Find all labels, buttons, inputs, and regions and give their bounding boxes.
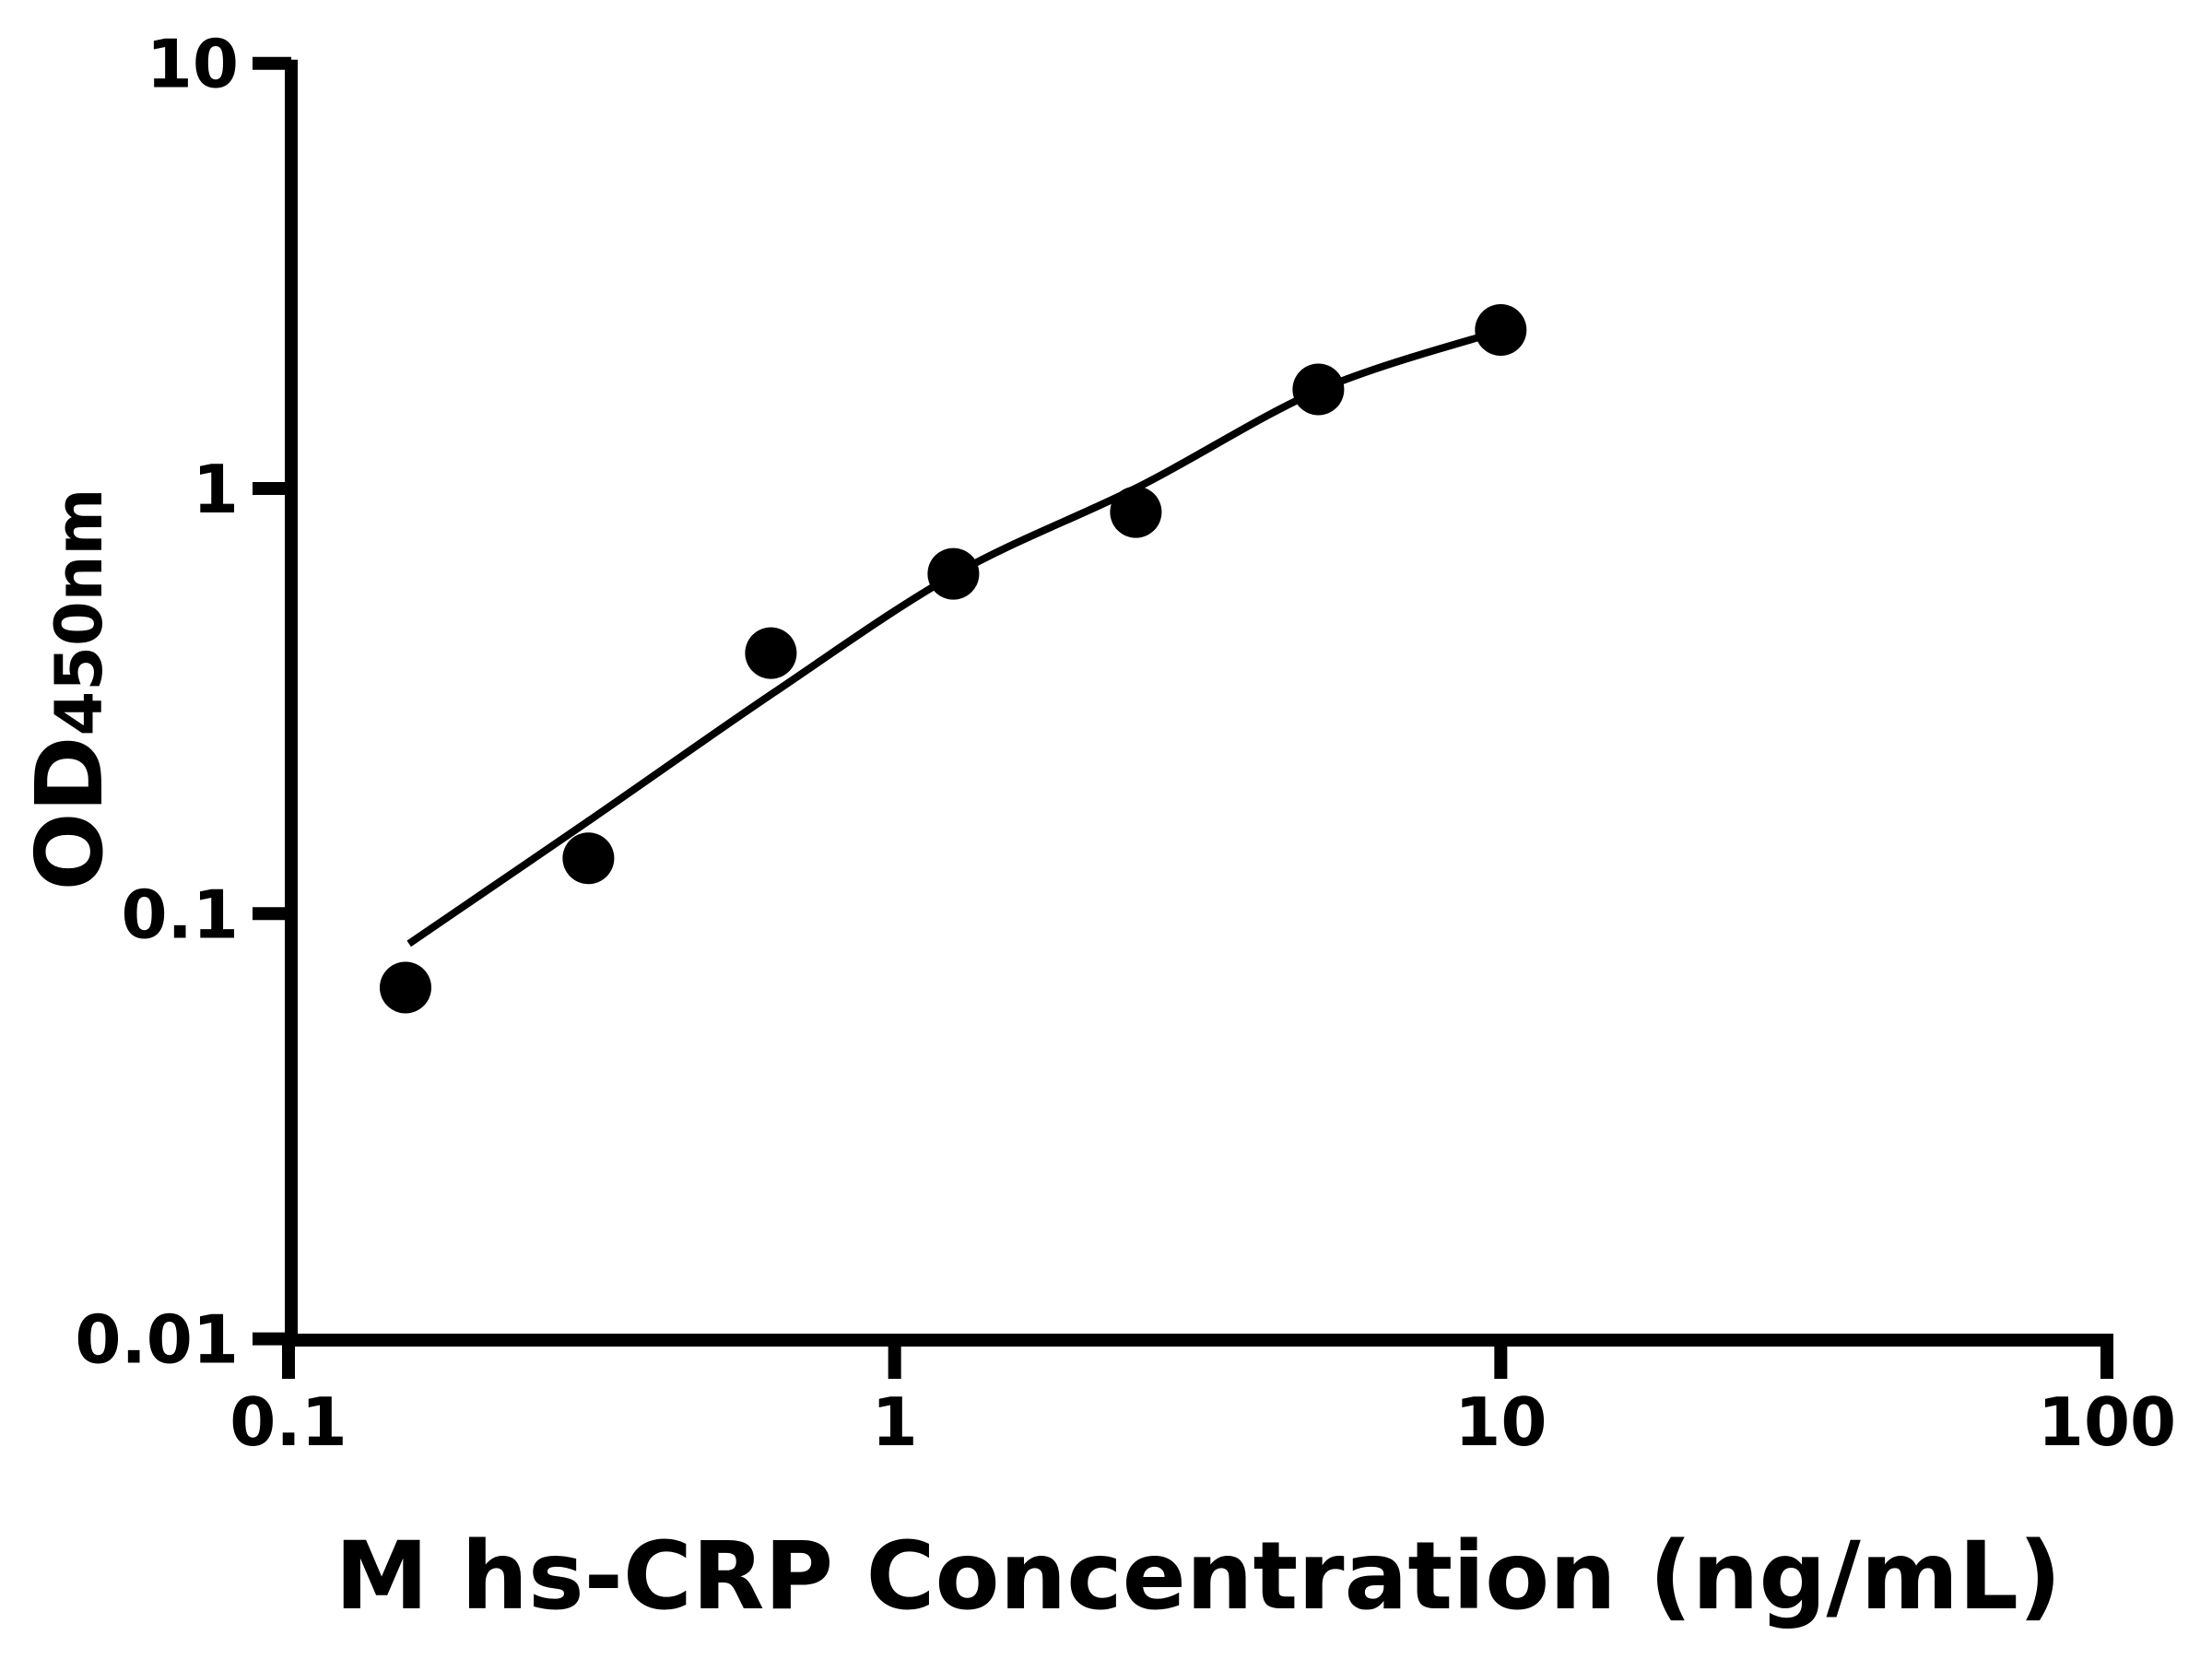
data-point-5 [1292, 363, 1345, 416]
y-tick-label-0.01: 0.01 [75, 1301, 239, 1379]
x-tick-label-10: 10 [1454, 1383, 1547, 1461]
x-axis-label: M hs-CRP Concentration (ng/mL) [335, 1522, 2062, 1631]
data-point-0.625 [745, 627, 797, 679]
data-point-10 [1475, 304, 1527, 356]
data-point-0.156 [380, 961, 431, 1014]
data-point-0.3125 [562, 832, 615, 885]
y-tick-label-0.1: 0.1 [121, 876, 239, 953]
y-axis-label-subscript: 450nm [41, 488, 117, 736]
data-point-1.25 [927, 547, 980, 600]
x-tick-label-1: 1 [872, 1383, 918, 1461]
x-tick-label-0.1: 0.1 [229, 1383, 347, 1461]
y-axis-label: OD450nm [16, 488, 124, 891]
x-tick-label-100: 100 [2038, 1383, 2176, 1461]
y-tick-label-10: 10 [147, 26, 239, 103]
data-point-2.5 [1110, 486, 1162, 538]
y-tick-label-1: 1 [193, 451, 239, 528]
y-axis-label-main: OD [16, 735, 124, 891]
